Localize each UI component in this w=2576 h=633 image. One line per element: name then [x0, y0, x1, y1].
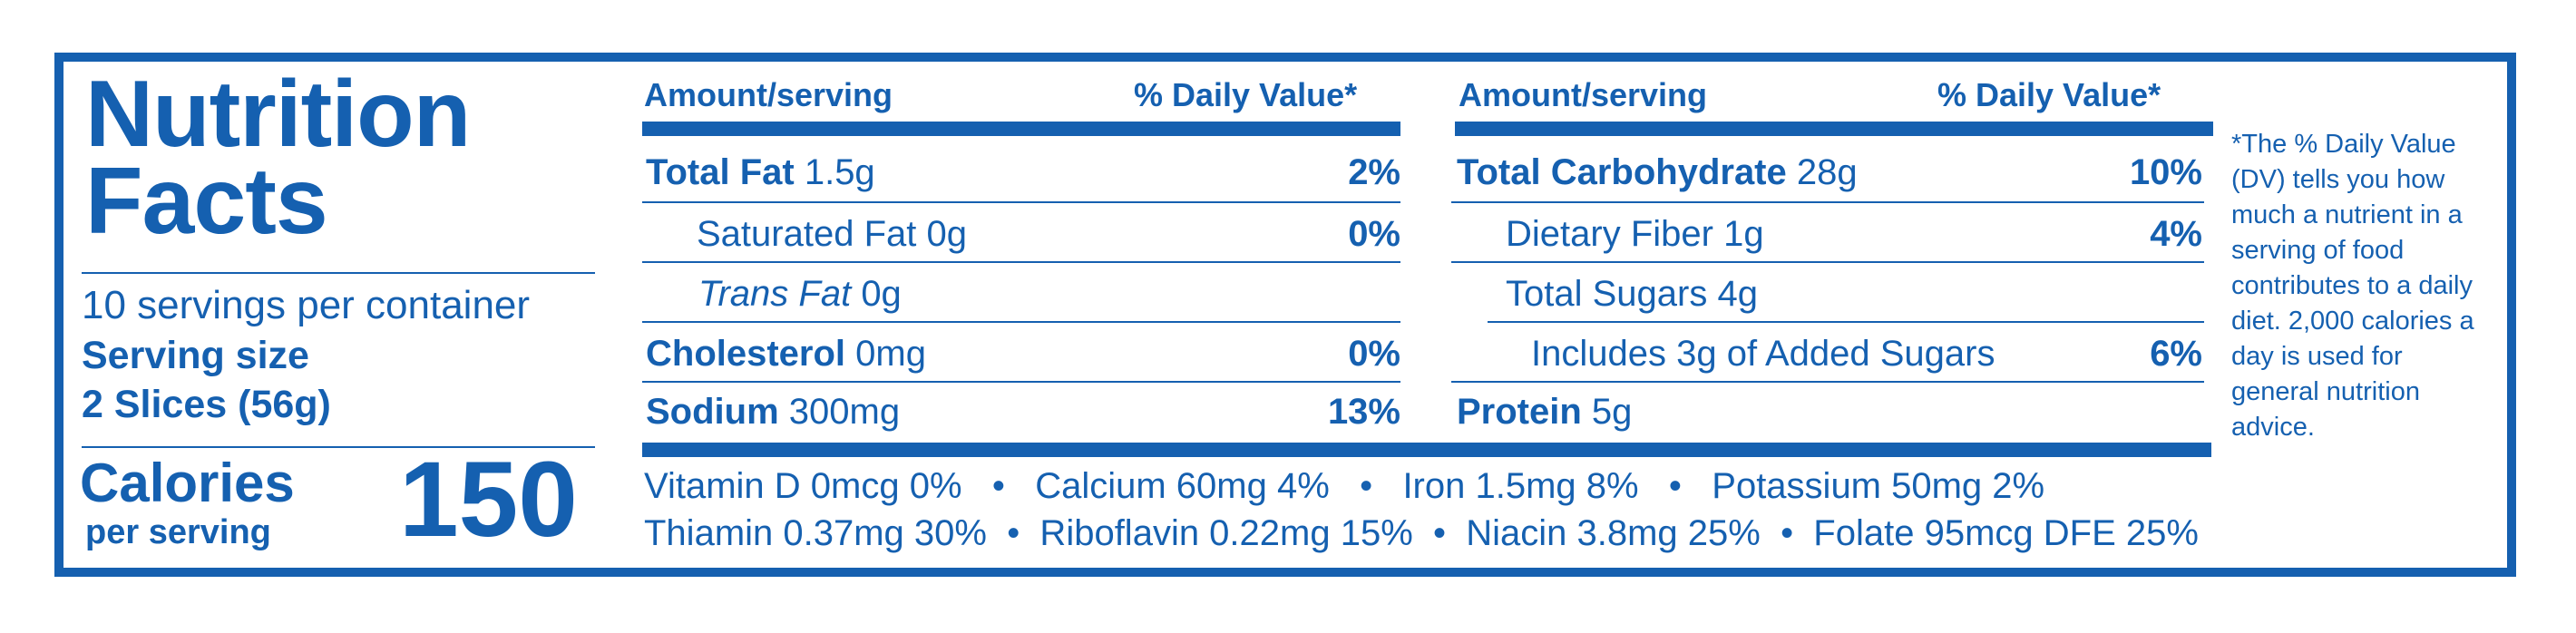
- divider: [642, 321, 1400, 323]
- nutrient-dietary-fiber: Dietary Fiber 1g: [1506, 214, 1764, 254]
- calories-label: Calories: [80, 453, 295, 513]
- serving-size-label: Serving size: [82, 334, 309, 377]
- divider: [1488, 321, 2204, 323]
- nutrient-saturated-fat: Saturated Fat 0g: [697, 214, 967, 254]
- thick-rule: [1455, 122, 2213, 136]
- daily-value-footnote: *The % Daily Value (DV) tells you how mu…: [2231, 130, 2474, 442]
- divider: [82, 446, 595, 448]
- divider: [1451, 381, 2204, 383]
- right-header-amount: Amount/serving: [1459, 76, 1708, 113]
- vitamins-line-1: Vitamin D 0mcg 0% • Calcium 60mg 4% • Ir…: [644, 466, 2045, 506]
- dv-cholesterol: 0%: [1348, 334, 1400, 374]
- thick-rule-bottom: [642, 443, 2211, 457]
- nutrient-total-fat: Total Fat 1.5g: [646, 152, 875, 192]
- divider: [642, 201, 1400, 203]
- nutrient-total-sugars: Total Sugars 4g: [1506, 274, 1758, 314]
- divider: [642, 381, 1400, 383]
- nutrient-trans-fat: Trans Fat 0g: [698, 274, 902, 314]
- serving-size-value: 2 Slices (56g): [82, 383, 331, 426]
- dv-saturated-fat: 0%: [1348, 214, 1400, 254]
- dv-total-fat: 2%: [1348, 152, 1400, 192]
- calories-value: 150: [399, 440, 578, 560]
- vitamins-line-2: Thiamin 0.37mg 30% • Riboflavin 0.22mg 1…: [644, 513, 2199, 553]
- nutrient-added-sugars: Includes 3g of Added Sugars: [1531, 334, 1995, 374]
- nutrition-label-frame: [54, 53, 2516, 577]
- nutrient-sodium: Sodium 300mg: [646, 392, 901, 432]
- dv-dietary-fiber: 4%: [2150, 214, 2202, 254]
- dv-added-sugars: 6%: [2150, 334, 2202, 374]
- divider: [1451, 201, 2204, 203]
- dv-total-carbohydrate: 10%: [2129, 152, 2202, 192]
- nutrient-cholesterol: Cholesterol 0mg: [646, 334, 926, 374]
- calories-per-serving: per serving: [85, 513, 271, 551]
- left-header-dv: % Daily Value*: [1134, 76, 1358, 113]
- servings-per-container: 10 servings per container: [82, 283, 531, 327]
- divider: [82, 272, 595, 274]
- right-header-dv: % Daily Value*: [1937, 76, 2161, 113]
- divider: [642, 261, 1400, 263]
- dv-sodium: 13%: [1327, 392, 1400, 432]
- label-title: Nutrition Facts: [85, 62, 471, 254]
- nutrient-protein: Protein 5g: [1457, 392, 1633, 432]
- divider: [1451, 261, 2204, 263]
- thick-rule: [642, 122, 1400, 136]
- nutrient-total-carbohydrate: Total Carbohydrate 28g: [1457, 152, 1858, 192]
- left-header-amount: Amount/serving: [644, 76, 893, 113]
